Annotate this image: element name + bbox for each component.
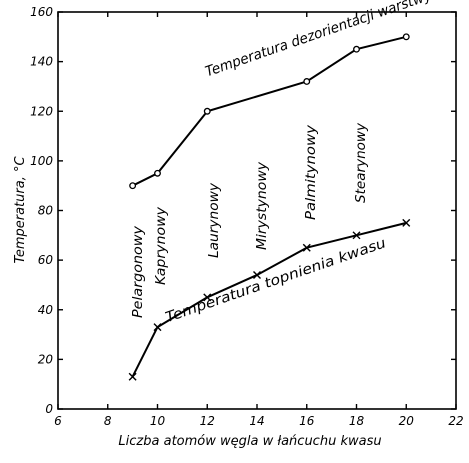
data-point-cross <box>402 218 411 227</box>
y-axis-title: Temperatura, °C <box>13 156 28 264</box>
x-tick-label: 6 <box>54 414 62 428</box>
axis-ticks: 6 8 10 12 14 16 18 20 22 0 20 40 60 80 100 120 140 160 <box>30 5 464 428</box>
y-tick-label: 140 <box>30 55 53 69</box>
y-tick-label: 80 <box>38 204 54 218</box>
data-point-cross <box>153 323 162 332</box>
data-point-cross <box>253 271 261 280</box>
data-point-cross <box>352 231 361 240</box>
y-tick-label: 40 <box>38 303 54 317</box>
acid-label: Stearynowy <box>354 123 369 203</box>
series-group <box>128 33 411 381</box>
data-point-circle <box>402 33 410 41</box>
series-line-1 <box>132 35 407 187</box>
acid-label: Palmitynowy <box>304 125 319 220</box>
y-tick-label: 60 <box>38 253 54 267</box>
y-tick-label: 160 <box>30 5 53 19</box>
x-tick-label: 12 <box>200 414 215 428</box>
data-point-circle <box>203 107 211 115</box>
data-point-circle <box>353 45 360 53</box>
y-tick-label: 0 <box>45 402 53 416</box>
data-point-cross <box>302 243 311 252</box>
x-tick-label: 16 <box>299 414 315 428</box>
x-tick-label: 8 <box>104 414 112 428</box>
data-point-cross <box>203 293 212 302</box>
acid-label: Kaprynowy <box>154 207 169 285</box>
x-tick-label: 20 <box>399 414 415 428</box>
x-axis-title: Liczba atomów węgla w łańcuchu kwasu <box>118 434 381 449</box>
data-point-circle <box>303 78 311 85</box>
x-tick-label: 22 <box>448 414 463 428</box>
y-tick-label: 120 <box>30 104 53 118</box>
data-point-cross <box>128 372 137 381</box>
data-point-circle <box>129 182 137 190</box>
acid-label: Laurynowy <box>207 183 222 258</box>
x-tick-label: 18 <box>349 414 365 428</box>
data-point-circle <box>154 169 161 177</box>
y-tick-label: 100 <box>30 154 53 168</box>
annotation-group: Temperatura dezorientacji warstwy kwasuT… <box>131 0 469 326</box>
acid-label: Pelargonowy <box>131 226 146 318</box>
x-tick-label: 14 <box>249 414 264 428</box>
y-tick-label: 20 <box>38 352 54 366</box>
acid-label: Mirystynowy <box>255 162 270 250</box>
x-tick-label: 10 <box>150 414 166 428</box>
series-label-2: Temperatura topnienia kwasu <box>163 235 388 326</box>
